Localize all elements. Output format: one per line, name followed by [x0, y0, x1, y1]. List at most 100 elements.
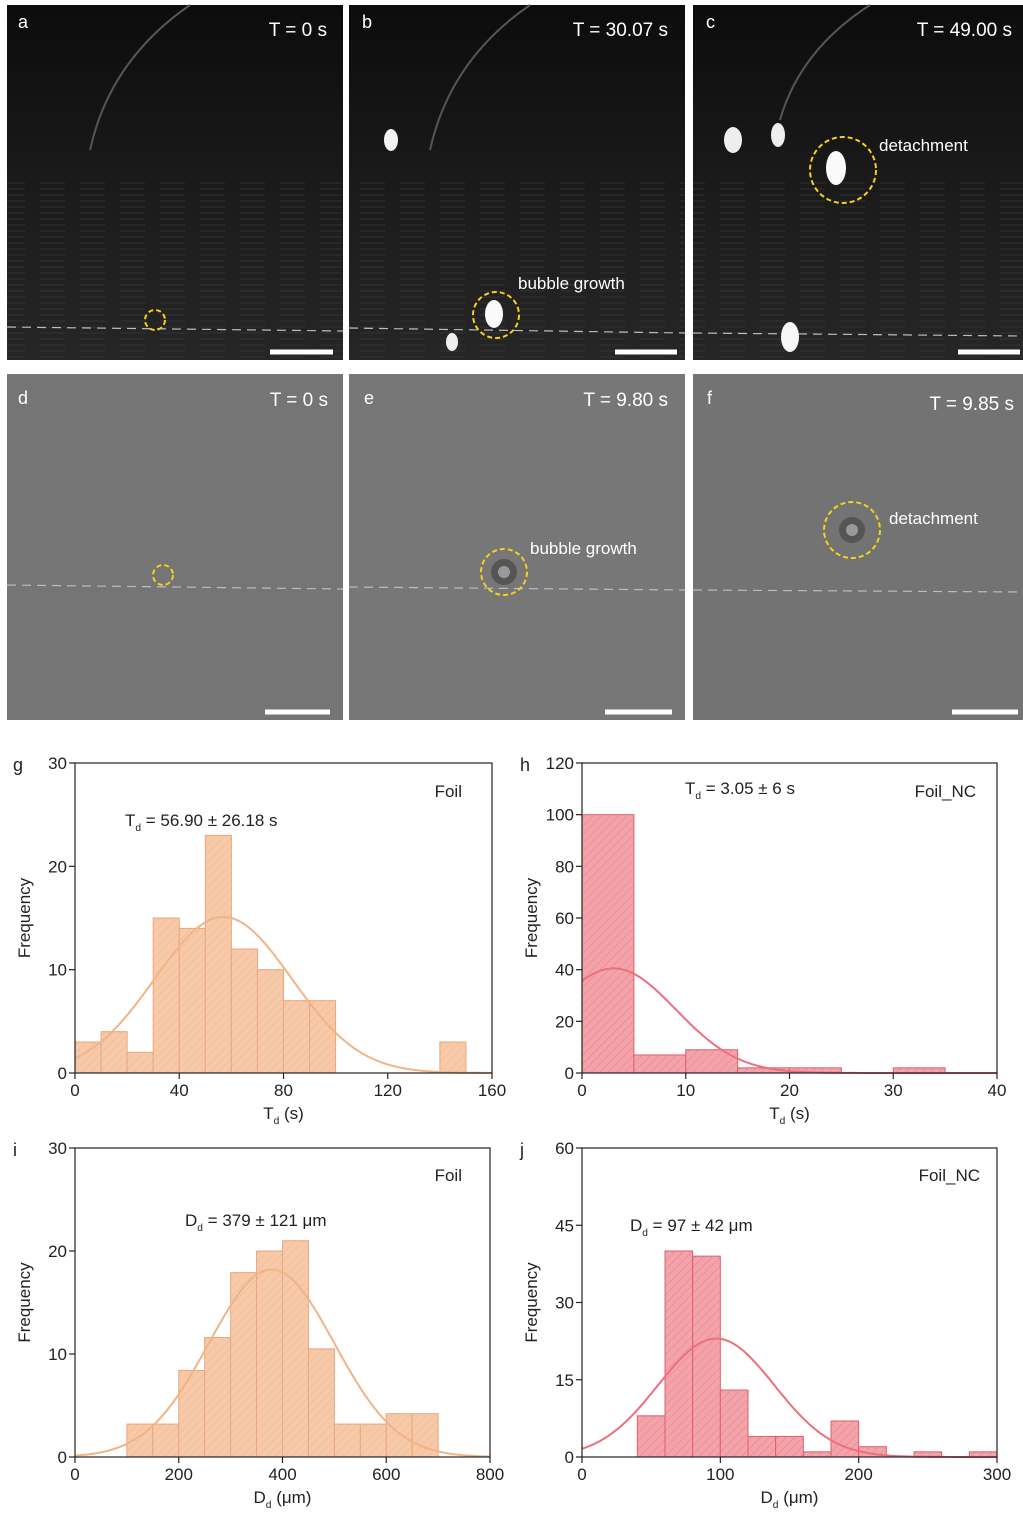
panel-time: T = 0 s [270, 390, 328, 411]
y-tick-label: 30 [48, 754, 67, 773]
histogram-bar [178, 927, 206, 1074]
x-tick-label: 20 [780, 1081, 799, 1100]
panel-annotation: detachment [889, 509, 978, 528]
histogram-bar [256, 1250, 283, 1458]
histogram-bar [152, 917, 180, 1074]
histogram-bar [333, 1423, 361, 1458]
y-tick-label: 20 [48, 857, 67, 876]
histogram-bar [126, 1051, 154, 1074]
x-tick-label: 10 [676, 1081, 695, 1100]
y-tick-label: 0 [58, 1448, 67, 1467]
y-tick-label: 30 [48, 1139, 67, 1158]
histogram-bar [282, 1240, 309, 1458]
panel-time: T = 49.00 s [917, 20, 1012, 41]
fit-curve [74, 916, 492, 1074]
histogram-bar [307, 1348, 335, 1458]
y-tick-label: 80 [555, 857, 574, 876]
chart: 0 10 20 30 0 200 400 600 800 i Foil Frequency Dd (μm… [13, 1139, 504, 1511]
x-tick-label: 600 [372, 1465, 400, 1484]
y-tick-label: 20 [555, 1012, 574, 1031]
panel-letter: g [13, 755, 23, 775]
y-tick-label: 20 [48, 1242, 67, 1261]
histogram-bar [152, 1423, 180, 1458]
x-tick-label: 40 [170, 1081, 189, 1100]
y-tick-label: 60 [555, 1139, 574, 1158]
histogram-bar [685, 1049, 739, 1074]
x-tick-label: 30 [884, 1081, 903, 1100]
x-tick-label: 200 [844, 1465, 872, 1484]
x-tick-label: 120 [374, 1081, 402, 1100]
x-tick-label: 800 [476, 1465, 504, 1484]
panel-letter: h [520, 755, 530, 775]
panel-annotation: bubble growth [530, 539, 637, 558]
histogram-bar [747, 1435, 777, 1458]
y-tick-label: 0 [565, 1448, 574, 1467]
histogram-bar [204, 834, 232, 1074]
y-tick-label: 15 [555, 1371, 574, 1390]
chart: 0 10 20 30 0 40 80 120 160 g Foil Frequency Td (s) Td… [13, 754, 506, 1127]
plot-frame [581, 762, 998, 1074]
y-tick-label: 40 [555, 961, 574, 980]
panel-time: T = 0 s [269, 20, 327, 41]
photo-panel: f T = 9.85 s detachment [692, 374, 1023, 720]
histogram-bar [802, 1451, 832, 1458]
panel-letter: a [18, 12, 29, 32]
x-tick-label: 0 [70, 1081, 79, 1100]
y-axis-label: Frequency [522, 877, 541, 958]
x-tick-label: 100 [706, 1465, 734, 1484]
histogram-bar [283, 1000, 311, 1074]
axis-text: Dd = 379 ± 121 μm [185, 1211, 327, 1234]
histogram-bar [385, 1413, 413, 1458]
y-tick-label: 45 [555, 1216, 574, 1235]
x-tick-label: 160 [478, 1081, 506, 1100]
panel-letter: b [362, 12, 372, 32]
histogram-bar [359, 1423, 387, 1458]
x-tick-label: 300 [983, 1465, 1011, 1484]
panel-letter: i [13, 1140, 17, 1160]
photo-panel: b T = 30.07 s bubble growth [348, 4, 686, 360]
y-tick-label: 120 [546, 754, 574, 773]
histogram-bar [256, 969, 284, 1074]
chart: 0 15 30 45 60 0 100 200 300 j Foil_NC Frequency Dd (… [519, 1139, 1011, 1511]
panel-annotation: bubble growth [518, 274, 625, 293]
panel-time: T = 9.85 s [929, 394, 1014, 415]
axis-text: Td (s) [263, 1104, 304, 1127]
photo-panel: a T = 0 s [6, 4, 344, 360]
histogram-bar [719, 1389, 749, 1458]
histogram-bar [664, 1250, 694, 1458]
x-tick-label: 200 [165, 1465, 193, 1484]
histogram-bar [178, 1369, 206, 1458]
x-tick-label: 400 [268, 1465, 296, 1484]
panel-time: T = 30.07 s [573, 20, 668, 41]
legend-label: Foil_NC [919, 1166, 980, 1185]
histogram-bar [204, 1337, 232, 1458]
axis-text: Dd (μm) [761, 1488, 819, 1510]
panel-annotation: detachment [879, 136, 968, 155]
histogram-bar [692, 1255, 721, 1458]
chart: 0 20 40 60 80 100 120 0 10 20 30 40 h Foil_NC Frequenc… [520, 754, 1006, 1127]
y-tick-label: 10 [48, 1345, 67, 1364]
panel-letter: c [706, 12, 715, 32]
histogram-bar [581, 814, 635, 1074]
plot-frame [581, 1147, 998, 1458]
fit-curve [74, 1268, 491, 1458]
axis-text: Td = 3.05 ± 6 s [685, 779, 795, 802]
axis-text: Dd = 97 ± 42 μm [630, 1216, 753, 1239]
y-axis-label: Frequency [15, 877, 34, 958]
x-tick-label: 40 [988, 1081, 1007, 1100]
panel-time: T = 9.80 s [583, 390, 668, 411]
histogram-bar [775, 1435, 804, 1458]
y-axis-label: Frequency [15, 1262, 34, 1343]
axis-text: Td = 56.90 ± 26.18 s [125, 811, 278, 834]
y-tick-label: 10 [48, 961, 67, 980]
axis-text: Td (s) [769, 1104, 810, 1127]
histogram-bar [633, 1054, 687, 1074]
histogram-bar [636, 1415, 666, 1458]
y-tick-label: 60 [555, 909, 574, 928]
legend-label: Foil [435, 1166, 462, 1185]
y-tick-label: 100 [546, 806, 574, 825]
panel-letter: f [707, 388, 713, 408]
panel-letter: d [18, 388, 28, 408]
x-tick-label: 0 [577, 1465, 586, 1484]
